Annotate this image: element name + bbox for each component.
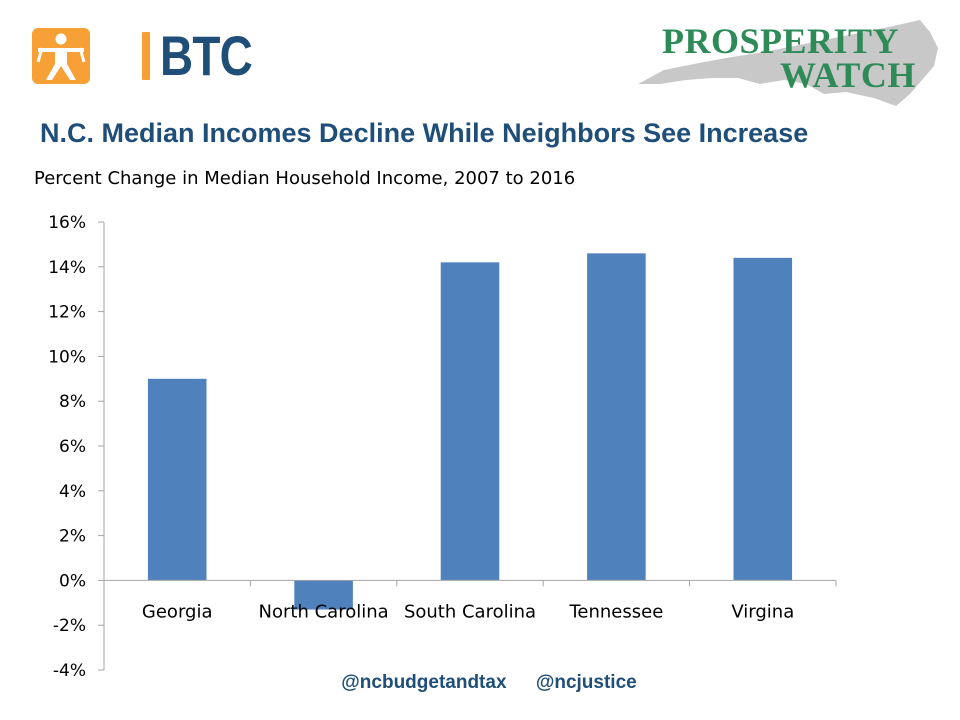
btc-wordmark: BTC xyxy=(160,24,253,87)
y-tick-label: 6% xyxy=(59,437,86,457)
btc-logo: BTC xyxy=(32,24,253,87)
prosperity-watch-line1: PROSPERITY xyxy=(662,21,900,61)
page-title: N.C. Median Incomes Decline While Neighb… xyxy=(40,118,809,148)
y-tick-label: 10% xyxy=(48,347,86,367)
twitter-handle-ncbudgetandtax[interactable]: @ncbudgetandtax xyxy=(341,672,507,693)
bar xyxy=(294,580,353,610)
btc-divider xyxy=(142,32,150,80)
x-category-label: Georgia xyxy=(142,601,213,622)
y-tick-label: 8% xyxy=(59,392,86,412)
y-tick-label: 14% xyxy=(48,258,86,278)
chart-subtitle: Percent Change in Median Household Incom… xyxy=(34,168,576,189)
bar xyxy=(733,257,793,581)
y-tick-label: 4% xyxy=(59,482,86,502)
nc-map-icon xyxy=(638,20,938,106)
btc-person-icon xyxy=(32,28,90,84)
y-tick-label: 0% xyxy=(59,571,86,591)
y-tick-label: -2% xyxy=(53,616,86,636)
x-category-label: North Carolina xyxy=(259,601,389,622)
twitter-handle-ncjustice[interactable]: @ncjustice xyxy=(535,672,637,693)
y-tick-label: -4% xyxy=(53,661,86,681)
x-category-label: South Carolina xyxy=(404,601,536,622)
x-category-label: Tennessee xyxy=(568,601,663,622)
prosperity-watch-line2: WATCH xyxy=(780,55,916,95)
bar xyxy=(587,253,646,581)
y-tick-label: 12% xyxy=(48,303,86,323)
footer: @ncbudgetandtax @ncjustice xyxy=(0,672,960,694)
prosperity-watch-logo: PROSPERITY WATCH xyxy=(634,14,944,114)
bar xyxy=(440,262,500,581)
x-category-label: Virgina xyxy=(731,601,794,622)
y-tick-label: 16% xyxy=(48,213,86,233)
bar xyxy=(147,378,207,581)
y-tick-label: 2% xyxy=(59,527,86,547)
